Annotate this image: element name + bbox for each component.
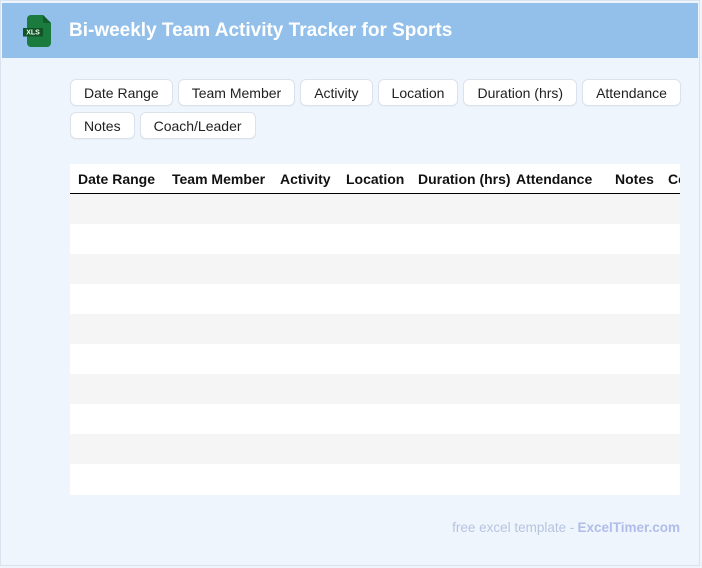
svg-text:XLS: XLS [26,29,40,36]
